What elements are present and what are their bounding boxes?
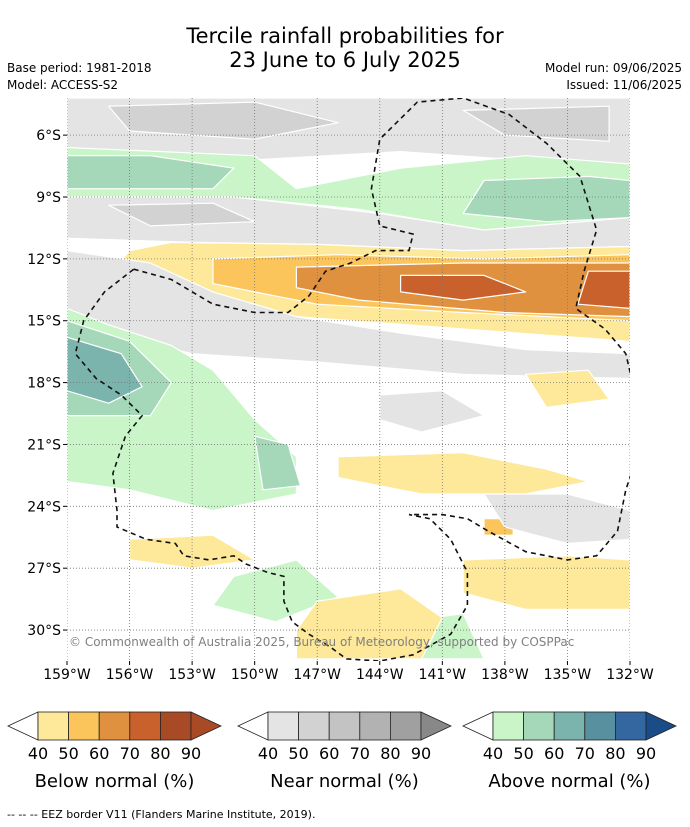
x-tick-label: 153°W <box>168 667 216 683</box>
colorbar-below-segment <box>37 711 70 741</box>
colorbar-above-segment <box>584 711 616 741</box>
x-tick-label: 150°W <box>231 667 279 683</box>
colorbar-below-high-extend <box>190 711 222 741</box>
colorbar-below-tick: 50 <box>58 744 78 763</box>
model-run-label: Model run: 09/06/2025 <box>544 61 682 75</box>
eez-legend-note: -- -- -- EEZ border V11 (Flanders Marine… <box>7 808 316 821</box>
colorbar-above: 40 50 60 70 80 90 Above normal (%) <box>462 711 677 792</box>
colorbar-above-segment <box>523 711 555 741</box>
colorbar-below-tick: 40 <box>28 744 48 763</box>
colorbar-below-tick: 90 <box>181 744 201 763</box>
colorbar-near-segment <box>389 711 422 741</box>
colorbar-below-tick: 70 <box>120 744 140 763</box>
eez-border-line <box>74 268 469 661</box>
y-tick-label: 18°S <box>27 376 61 392</box>
colorbar-above-tick: 40 <box>483 744 503 763</box>
colorbar-near-tick: 70 <box>350 744 370 763</box>
region-below-40 <box>337 452 589 495</box>
x-tick-label: 141°W <box>419 667 467 683</box>
region-above-50 <box>462 175 630 223</box>
colorbar-below: 40 50 60 70 80 90 Below normal (%) <box>7 711 222 792</box>
colorbar-above-segment <box>553 711 586 741</box>
colorbar-legends: 40 50 60 70 80 90 Below normal (%) 40 50 60 70 80 90… <box>7 711 677 792</box>
colorbar-below-segment <box>68 711 100 741</box>
colorbar-near-tick: 60 <box>319 744 339 763</box>
x-tick-label: 159°W <box>43 667 91 683</box>
colorbar-near-segment <box>298 711 330 741</box>
region-above-60 <box>67 336 143 404</box>
y-tick-label: 6°S <box>36 128 61 144</box>
colorbar-below-tick: 60 <box>89 744 109 763</box>
eez-borders <box>74 98 630 661</box>
probability-regions <box>67 98 630 660</box>
model-label: Model: ACCESS-S2 <box>7 78 119 92</box>
colorbar-above-segment <box>492 711 525 741</box>
y-tick-label: 30°S <box>27 623 61 639</box>
y-tick-label: 15°S <box>27 314 61 330</box>
y-tick-label: 9°S <box>36 190 61 206</box>
y-tick-label: 21°S <box>27 437 61 453</box>
region-near-50 <box>462 105 610 142</box>
colorbar-near: 40 50 60 70 80 90 Near normal (%) <box>237 711 452 792</box>
base-period-label: Base period: 1981-2018 <box>7 61 152 75</box>
colorbar-below-low-extend <box>7 711 39 741</box>
colorbar-below-segment <box>129 711 161 741</box>
colorbar-near-tick: 90 <box>411 744 431 763</box>
region-near-50 <box>108 101 339 140</box>
colorbar-near-high-extend <box>420 711 452 741</box>
colorbar-below-segment <box>159 711 192 741</box>
chart-title-line2: 23 June to 6 July 2025 <box>229 48 461 72</box>
y-tick-label: 12°S <box>27 252 61 268</box>
region-below-70 <box>577 270 630 309</box>
map-axes: 159°W 156°W 153°W 150°W 147°W 144°W 141°W 138°W… <box>27 128 654 683</box>
region-above-40 <box>212 559 339 623</box>
x-tick-label: 144°W <box>356 667 404 683</box>
chart-title-line1: Tercile rainfall probabilities for <box>186 24 504 48</box>
colorbar-below-segment <box>98 711 131 741</box>
issued-label: Issued: 11/06/2025 <box>566 78 682 92</box>
region-above-50 <box>254 435 302 491</box>
colorbar-above-tick: 80 <box>605 744 625 763</box>
colorbar-above-segment <box>615 711 647 741</box>
colorbar-near-tick: 40 <box>258 744 278 763</box>
eez-border-line <box>133 98 630 561</box>
x-tick-label: 156°W <box>106 667 154 683</box>
x-tick-label: 147°W <box>293 667 341 683</box>
colorbar-near-tick: 50 <box>288 744 308 763</box>
colorbar-above-high-extend <box>645 711 677 741</box>
colorbar-above-label: Above normal (%) <box>488 771 650 792</box>
colorbar-above-low-extend <box>462 711 494 741</box>
map-gridlines <box>67 98 630 661</box>
probability-map: 159°W 156°W 153°W 150°W 147°W 144°W 141°W 138°W… <box>27 98 654 683</box>
x-tick-label: 132°W <box>606 667 654 683</box>
copyright-notice: © Commonwealth of Australia 2025, Bureau… <box>69 635 574 649</box>
region-near-40 <box>379 390 485 433</box>
colorbar-near-segment <box>328 711 361 741</box>
y-tick-label: 27°S <box>27 561 61 577</box>
x-tick-label: 138°W <box>481 667 529 683</box>
colorbar-above-tick: 70 <box>575 744 595 763</box>
colorbar-near-tick: 80 <box>380 744 400 763</box>
x-tick-label: 135°W <box>544 667 592 683</box>
region-below-70 <box>400 274 527 301</box>
colorbar-below-tick: 80 <box>150 744 170 763</box>
region-below-40 <box>295 588 443 660</box>
colorbar-near-segment <box>267 711 300 741</box>
colorbar-near-segment <box>359 711 391 741</box>
colorbar-near-low-extend <box>237 711 269 741</box>
colorbar-above-tick: 90 <box>636 744 656 763</box>
colorbar-above-tick: 60 <box>544 744 564 763</box>
colorbar-below-label: Below normal (%) <box>35 771 195 792</box>
colorbar-above-tick: 50 <box>513 744 533 763</box>
region-above-50 <box>67 155 235 190</box>
colorbar-near-label: Near normal (%) <box>270 771 419 792</box>
y-tick-label: 24°S <box>27 499 61 515</box>
